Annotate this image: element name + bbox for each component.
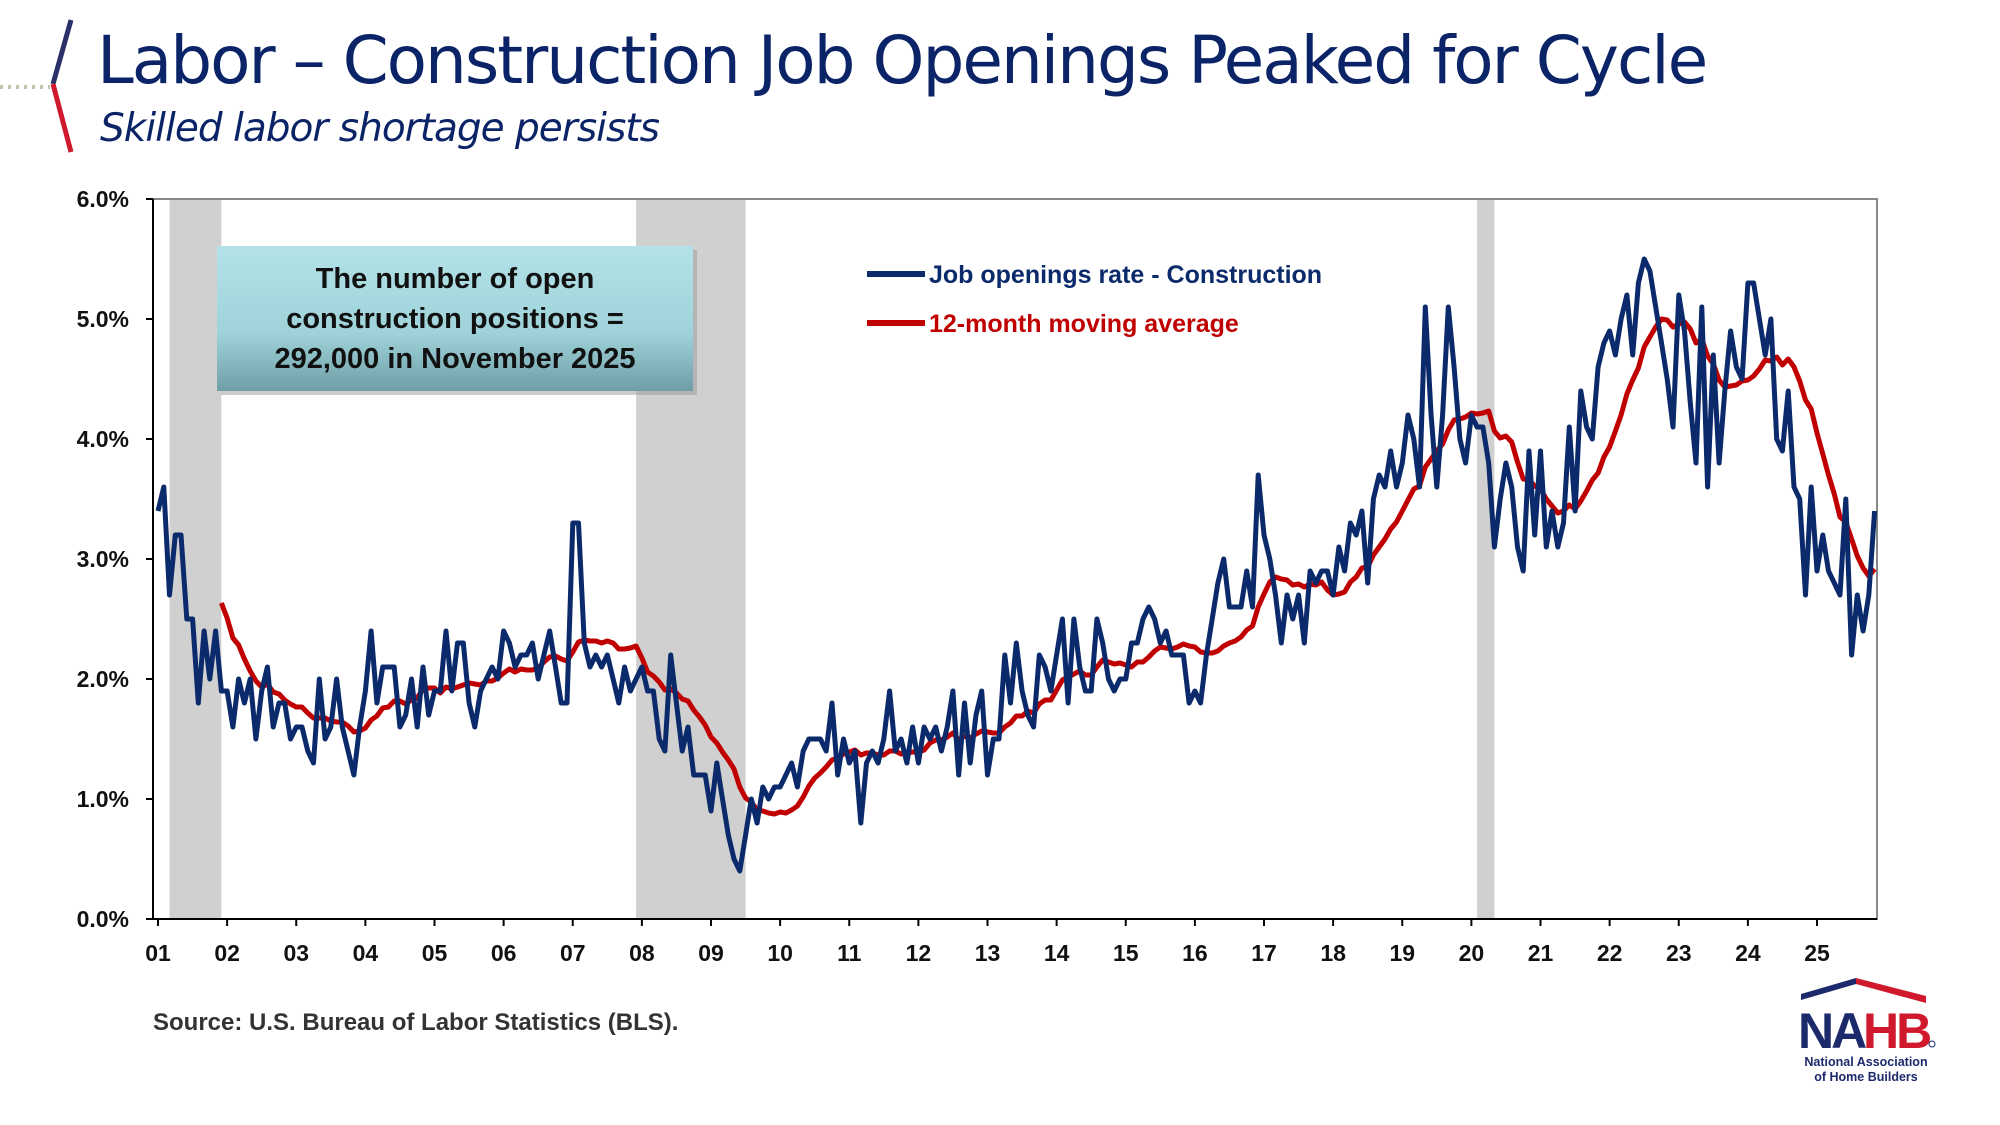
title-accent-decoration (0, 19, 74, 153)
svg-text:National Association: National Association (1804, 1055, 1927, 1069)
annotation-box: The number of open construction positions… (217, 246, 697, 395)
x-tick-label: 12 (906, 940, 932, 966)
y-tick-label: 6.0% (77, 186, 129, 212)
x-tick-label: 03 (283, 940, 309, 966)
y-tick-label: 1.0% (77, 786, 129, 812)
page-title: Labor – Construction Job Openings Peaked… (97, 22, 1708, 99)
x-tick-label: 21 (1528, 940, 1554, 966)
x-tick-label: 11 (837, 940, 862, 966)
y-tick-label: 3.0% (77, 546, 129, 572)
annotation-line: construction positions = (286, 303, 624, 335)
x-tick-label: 02 (214, 940, 240, 966)
x-tick-label: 23 (1666, 940, 1692, 966)
x-tick-label: 24 (1735, 940, 1761, 966)
x-tick-label: 08 (629, 940, 655, 966)
annotation-line: 292,000 in November 2025 (274, 343, 635, 375)
job-openings-chart: 0.0%1.0%2.0%3.0%4.0%5.0%6.0% 01 02 03 04 05 0… (77, 186, 1878, 966)
annotation-line: The number of open (316, 263, 595, 295)
accent-slash-blue (50, 19, 74, 85)
x-axis: 01 02 03 04 05 06 07 08 09 10 11 12 13 14 15 16 17 18 19 20… (145, 918, 1877, 966)
x-tick-label: 15 (1113, 940, 1139, 966)
nahb-logo: NA HB National Association of Home Build… (1798, 978, 1936, 1084)
svg-text:NA: NA (1798, 1003, 1866, 1059)
x-tick-label: 04 (353, 940, 379, 966)
legend: Job openings rate - Construction 12-mont… (867, 261, 1322, 338)
y-tick-label: 0.0% (77, 906, 129, 932)
source-note: Source: U.S. Bureau of Labor Statistics … (153, 1009, 679, 1036)
legend-label-ma: 12-month moving average (929, 310, 1239, 338)
x-tick-label: 01 (145, 940, 171, 966)
x-tick-label: 16 (1182, 940, 1208, 966)
y-axis: 0.0% 1.0% 2.0% 3.0% 4.0% 5.0% 6.0% (77, 186, 154, 932)
x-tick-label: 10 (767, 940, 793, 966)
annotation-text: The number of open construction positions… (274, 263, 635, 375)
x-tick-label: 09 (698, 940, 724, 966)
recession-band (169, 199, 222, 919)
x-tick-label: 22 (1597, 940, 1623, 966)
x-tick-label: 05 (422, 940, 448, 966)
x-tick-label: 17 (1251, 940, 1277, 966)
recession-band (1477, 199, 1495, 919)
x-tick-label: 20 (1459, 940, 1485, 966)
y-tick-label: 2.0% (77, 666, 129, 692)
svg-text:HB: HB (1863, 1003, 1930, 1059)
x-tick-label: 25 (1804, 940, 1830, 966)
job-openings-rate-line (155, 256, 1878, 874)
y-tick-label: 5.0% (77, 306, 129, 332)
x-tick-label: 06 (491, 940, 517, 966)
svg-text:of Home Builders: of Home Builders (1814, 1070, 1918, 1084)
x-tick-label: 19 (1389, 940, 1415, 966)
y-tick-label: 4.0% (77, 426, 129, 452)
x-tick-label: 18 (1320, 940, 1346, 966)
accent-slash-red (50, 83, 74, 153)
x-tick-label: 14 (1044, 940, 1070, 966)
x-tick-label: 07 (560, 940, 586, 966)
legend-label-rate: Job openings rate - Construction (929, 261, 1322, 289)
x-tick-label: 13 (975, 940, 1001, 966)
page-subtitle: Skilled labor shortage persists (100, 106, 660, 151)
